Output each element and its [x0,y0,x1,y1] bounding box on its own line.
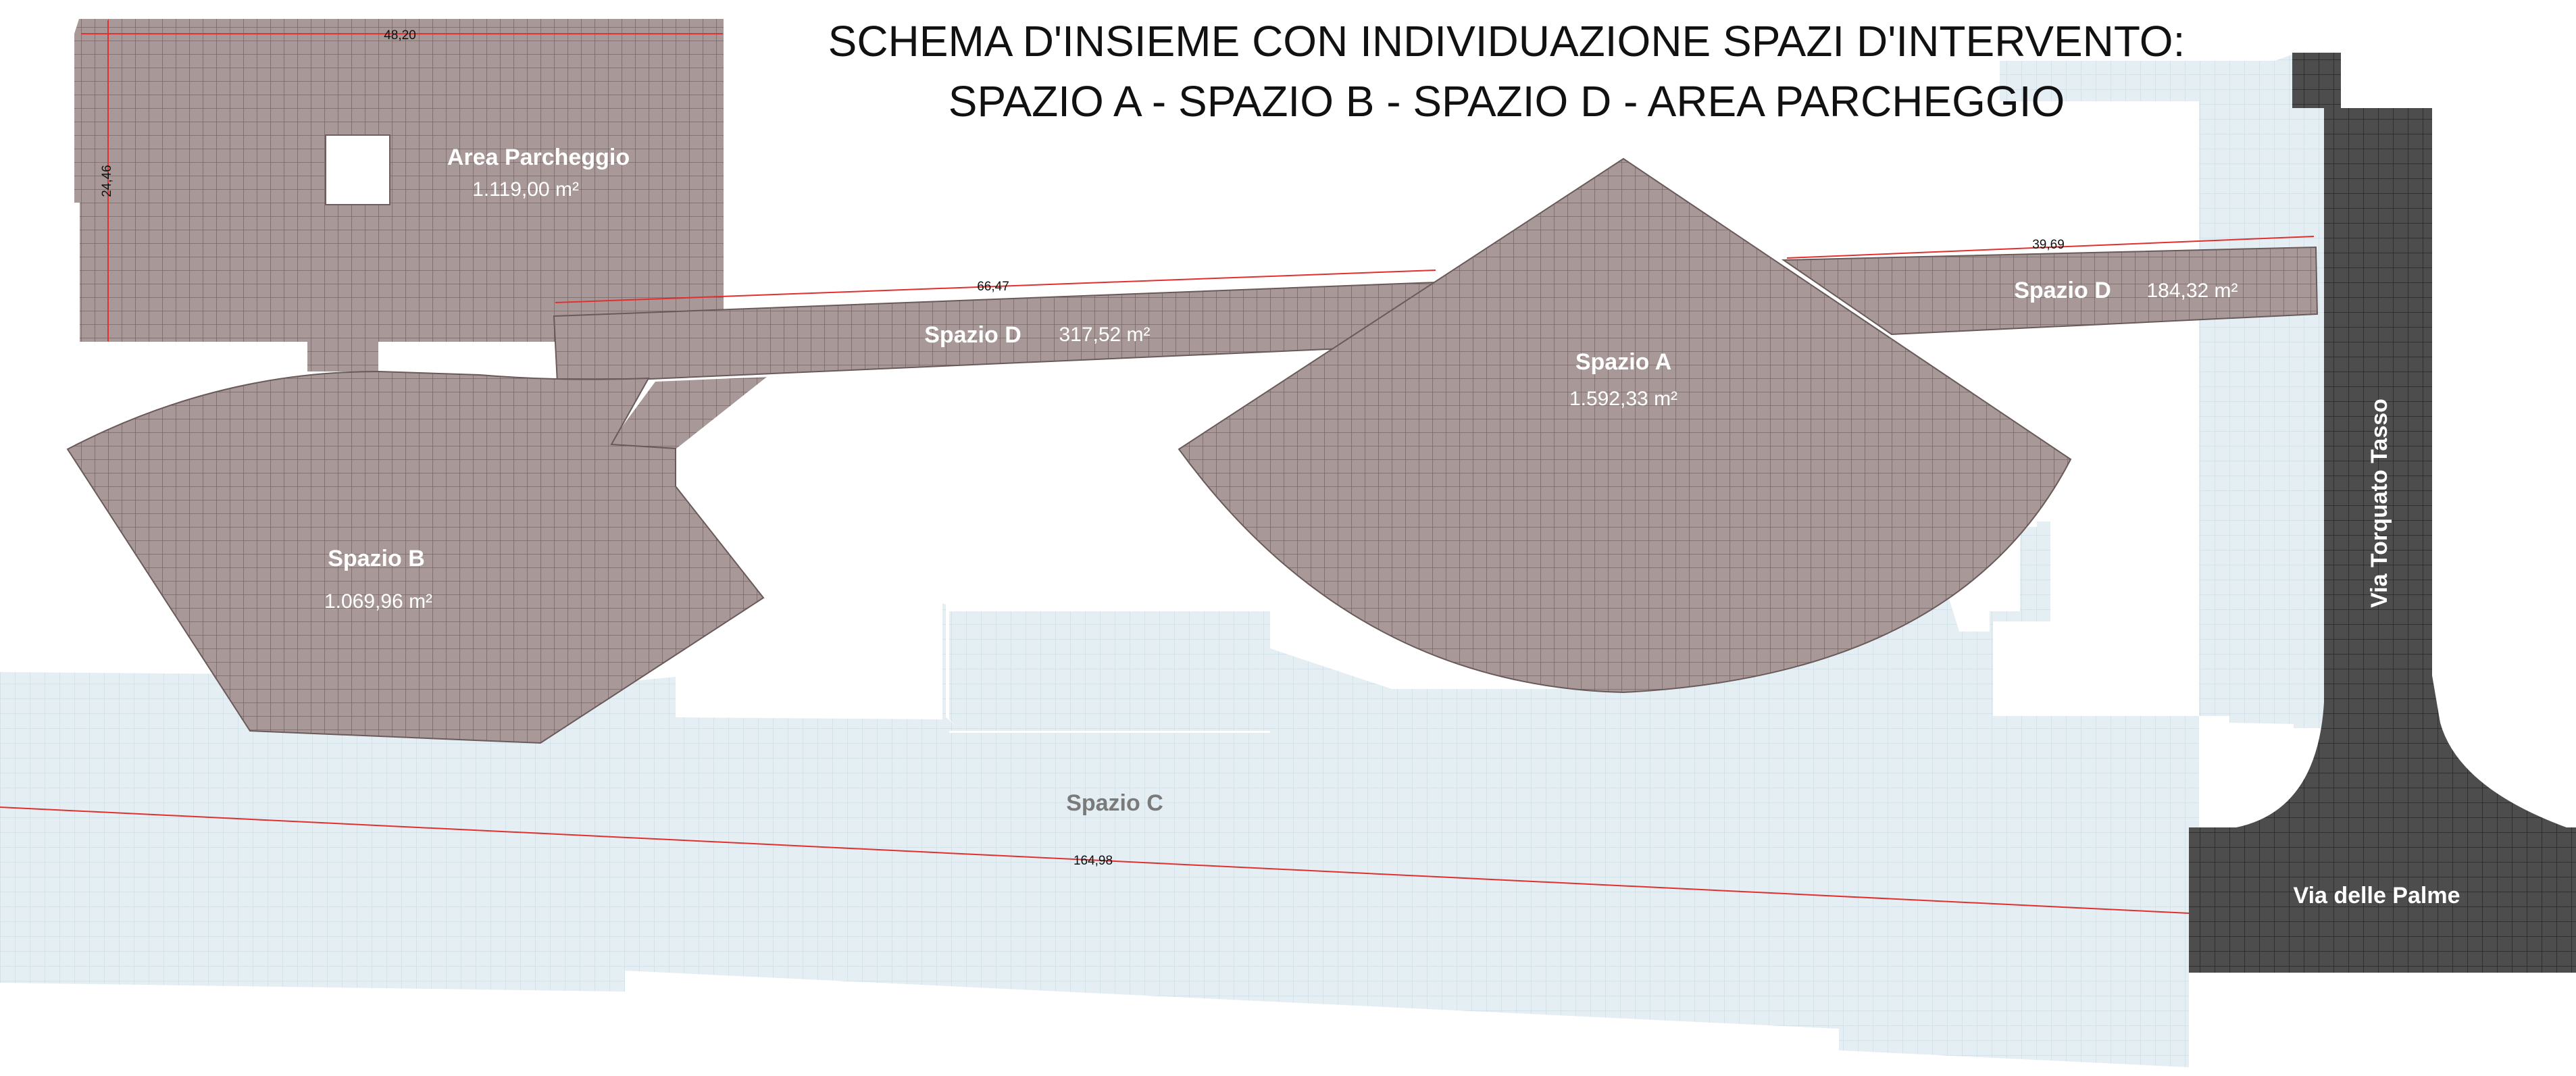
space-c-dimension-label: 164,98 [1074,854,1113,868]
street-via-torquato-tasso [2189,53,2576,973]
space-b-area [66,370,765,744]
space-c-label: Spazio C [1066,790,1163,816]
parking-area-value: 1.119,00 m² [472,178,579,201]
space-a-label: Spazio A [1575,349,1671,375]
space-d-left-area-value: 317,52 m² [1059,324,1150,346]
title-line-1: SCHEMA D'INSIEME CON INDIVIDUAZIONE SPAZ… [828,17,2186,66]
dimension-lines [0,20,2315,914]
title-line-2: SPAZIO A - SPAZIO B - SPAZIO D - AREA PA… [949,77,2065,126]
street-via-delle-palme [2189,827,2576,973]
space-d-right-strip [1781,246,2319,336]
parking-void [325,134,390,205]
space-d-right-area-value: 184,32 m² [2146,280,2238,302]
space-d-right-dimension-line [1786,236,2315,259]
parking-width-label: 48,20 [384,28,416,43]
space-d-right-label: Spazio D [2014,278,2111,303]
parking-height-label: 24,46 [100,165,114,197]
space-b-label: Spazio B [328,546,425,571]
space-b-area-value: 1.069,96 m² [324,590,432,613]
space-c-dimension-line [0,806,2190,914]
space-d-right-dimension-label: 39,69 [2032,238,2065,252]
parking-label: Area Parcheggio [447,145,630,170]
street-label-via-delle-palme: Via delle Palme [2294,883,2460,908]
space-a-area [1178,157,2072,694]
street-label-via-torquato-tasso: Via Torquato Tasso [2367,399,2392,608]
space-d-left-label: Spazio D [924,322,1021,348]
space-a-area-value: 1.592,33 m² [1569,388,1677,410]
parking-area [74,19,724,372]
space-d-left-dimension-line [555,270,1436,303]
space-d-left-dimension-label: 66,47 [977,280,1009,294]
